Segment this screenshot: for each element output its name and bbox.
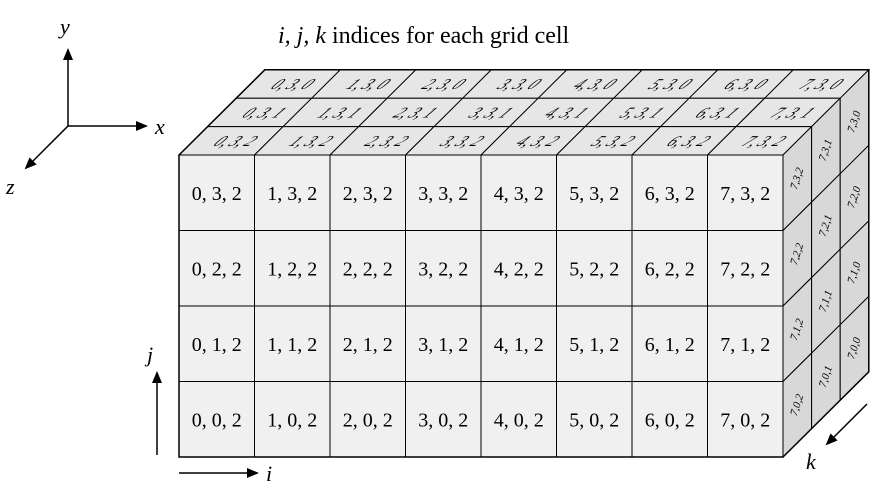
top-face-label: 3, 3, 1	[463, 104, 518, 120]
front-face-label: 5, 0, 2	[569, 409, 619, 431]
top-face-label: 1, 3, 2	[285, 133, 339, 149]
front-face-label: 1, 0, 2	[267, 409, 317, 431]
front-face-label: 1, 3, 2	[267, 183, 317, 205]
top-face-label: 6, 3, 2	[662, 133, 716, 149]
front-face-label: 3, 3, 2	[418, 183, 468, 205]
front-face-cell	[631, 305, 708, 382]
front-face-label: 1, 2, 2	[267, 258, 317, 280]
front-face-label: 4, 0, 2	[494, 409, 544, 431]
front-face-label: 0, 0, 2	[192, 409, 242, 431]
top-face-label: 0, 3, 2	[209, 133, 263, 149]
front-face-label: 2, 1, 2	[343, 334, 393, 356]
front-face-cell	[556, 381, 633, 458]
top-face-label: 5, 3, 1	[615, 104, 669, 120]
front-face-cell	[329, 381, 406, 458]
front-face-cell	[631, 230, 708, 307]
front-face-cell	[405, 230, 482, 307]
front-face-label: 6, 0, 2	[645, 409, 695, 431]
front-face-label: 4, 2, 2	[494, 258, 544, 280]
front-face-cell	[405, 381, 482, 458]
y-axis-label: y	[58, 14, 70, 39]
top-face-label: 6, 3, 0	[719, 76, 773, 92]
grid-block: 0, 3, 0 1, 3, 0 2, 3, 0 3, 3, 0 4, 3, 0 5, 3,…	[177, 68, 871, 459]
front-face-cell	[329, 305, 406, 382]
front-face-label: 3, 1, 2	[418, 334, 468, 356]
front-face-cell	[254, 154, 331, 231]
top-face-label: 4, 3, 2	[511, 133, 565, 149]
front-face-label: 0, 2, 2	[192, 258, 242, 280]
top-face-label: 2, 3, 2	[360, 133, 414, 149]
front-face-cell	[556, 154, 633, 231]
top-face-label: 4, 3, 0	[568, 76, 622, 92]
front-face-cell	[707, 154, 784, 231]
top-face-label: 7, 3, 0	[795, 76, 849, 92]
front-face-label: 7, 0, 2	[720, 409, 770, 431]
front-face-cell	[556, 230, 633, 307]
top-face-label: 7, 3, 1	[766, 104, 820, 120]
z-axis-arrow	[24, 125, 69, 170]
front-face-label: 2, 2, 2	[343, 258, 393, 280]
front-face-label: 6, 3, 2	[645, 183, 695, 205]
diagram-title: i, j, k indices for each grid cell	[278, 23, 570, 49]
top-face-label: 2, 3, 1	[389, 104, 443, 120]
front-face-cell	[480, 381, 557, 458]
title-rest: indices for each grid cell	[326, 23, 570, 49]
front-face-label: 0, 3, 2	[192, 183, 242, 205]
top-face-label: 0, 3, 0	[266, 76, 320, 92]
top-face-label: 3, 3, 2	[435, 133, 490, 149]
front-face-label: 4, 1, 2	[494, 334, 544, 356]
top-face-label: 2, 3, 0	[417, 76, 471, 92]
front-face-cell	[254, 230, 331, 307]
front-face-label: 7, 3, 2	[720, 183, 770, 205]
front-face-label: 5, 1, 2	[569, 334, 619, 356]
front-face-label: 2, 3, 2	[343, 183, 393, 205]
top-face-label: 0, 3, 1	[238, 104, 292, 120]
front-face-cell	[631, 381, 708, 458]
front-face-cell	[178, 381, 255, 458]
front-face-label: 4, 3, 2	[494, 183, 544, 205]
front-face-label: 2, 0, 2	[343, 409, 393, 431]
front-face-label: 0, 1, 2	[192, 334, 242, 356]
top-face-label: 6, 3, 1	[691, 104, 745, 120]
front-face-cell	[480, 305, 557, 382]
front-face-label: 5, 2, 2	[569, 258, 619, 280]
front-face-label: 6, 1, 2	[645, 334, 695, 356]
front-face-label: 7, 1, 2	[720, 334, 770, 356]
top-face-label: 1, 3, 1	[313, 104, 367, 120]
z-axis-label: z	[5, 174, 15, 199]
front-face-label: 6, 2, 2	[645, 258, 695, 280]
front-face-label: 5, 3, 2	[569, 183, 619, 205]
front-face-cell	[480, 154, 557, 231]
top-face-label: 4, 3, 1	[540, 104, 594, 120]
title-indices: i, j, k	[278, 23, 326, 49]
top-face-label: 3, 3, 0	[492, 76, 547, 92]
coordinate-axes: y x z	[5, 14, 165, 199]
front-face-cell	[405, 305, 482, 382]
front-face-cell	[254, 305, 331, 382]
front-face-cell	[707, 305, 784, 382]
index-arrows: j i k	[144, 342, 868, 486]
front-face-label: 1, 1, 2	[267, 334, 317, 356]
k-direction-arrow	[825, 403, 868, 446]
front-face-label: 7, 2, 2	[720, 258, 770, 280]
front-face-label: 3, 0, 2	[418, 409, 468, 431]
top-face-label: 5, 3, 2	[587, 133, 641, 149]
top-face-label: 1, 3, 0	[342, 76, 396, 92]
front-face-cell	[707, 381, 784, 458]
x-axis-label: x	[154, 114, 165, 139]
k-direction-label: k	[806, 449, 817, 474]
front-face-cell	[178, 305, 255, 382]
block-outline	[178, 69, 870, 458]
front-face-cell	[405, 154, 482, 231]
top-face-label: 5, 3, 0	[644, 76, 698, 92]
j-direction-label: j	[144, 342, 153, 367]
top-face-label: 7, 3, 2	[738, 133, 792, 149]
i-direction-label: i	[266, 461, 272, 486]
front-face-label: 3, 2, 2	[418, 258, 468, 280]
